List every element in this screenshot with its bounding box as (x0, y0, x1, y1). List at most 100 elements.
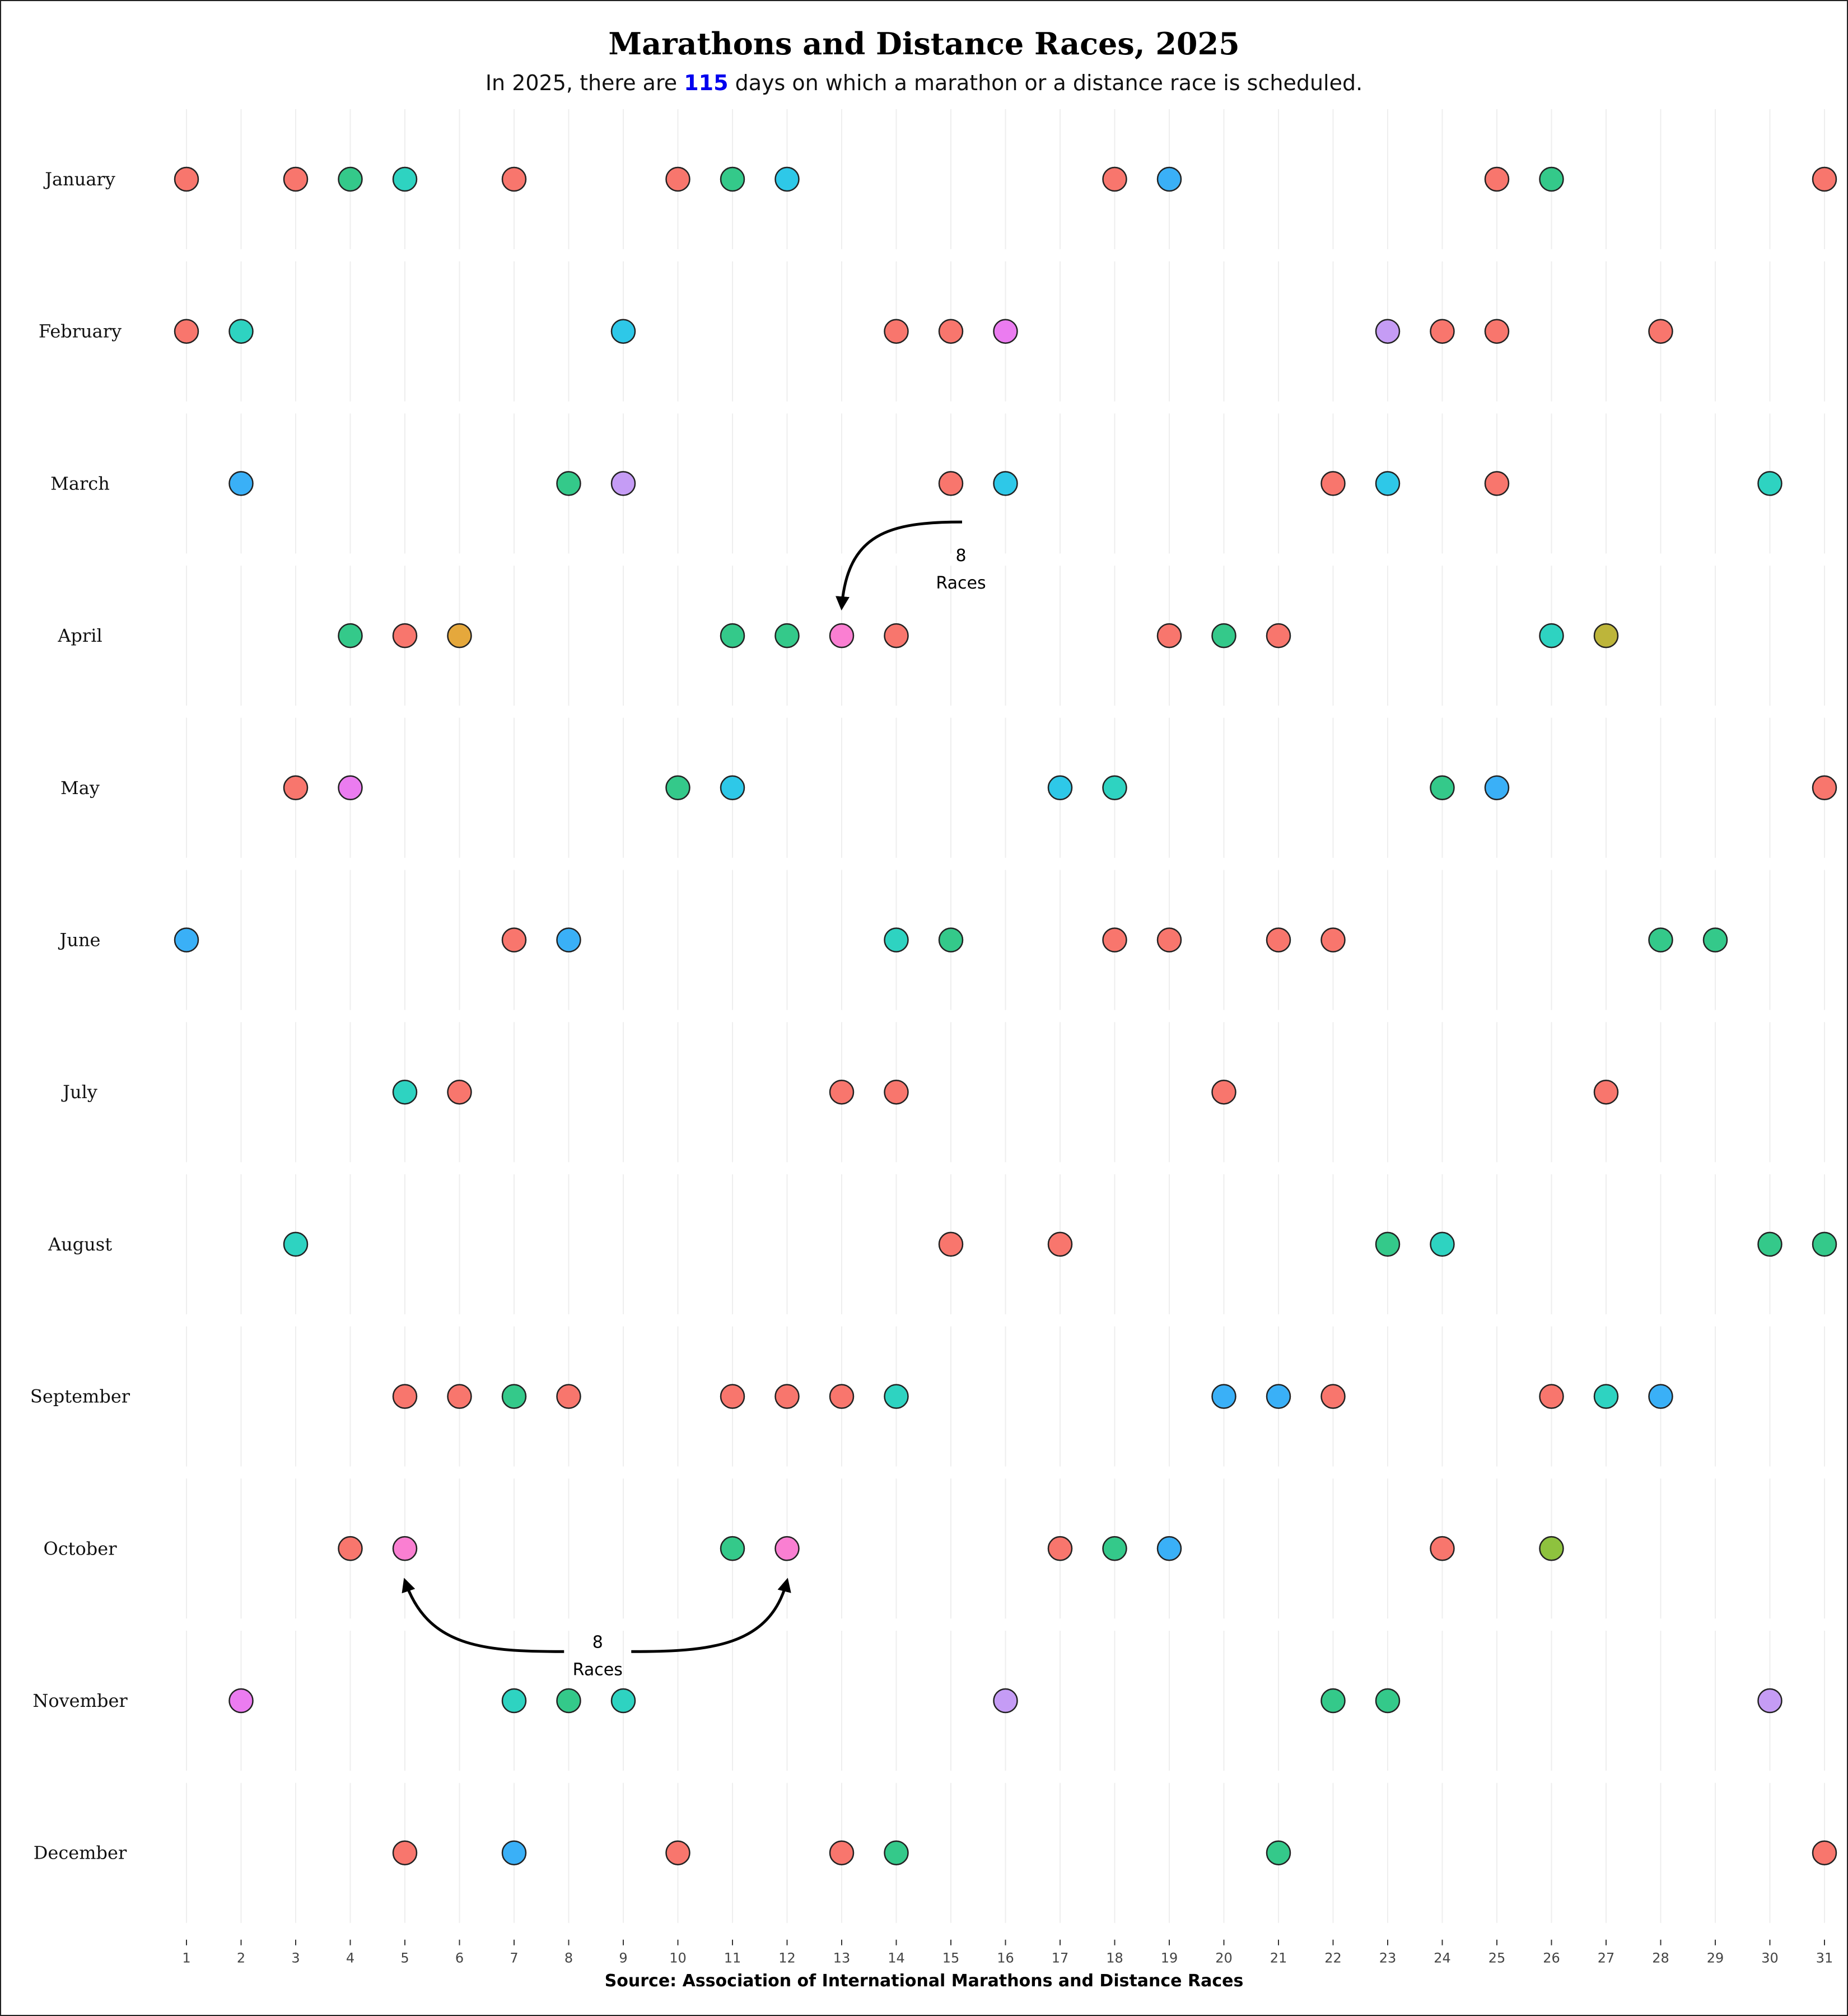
race-dot (1540, 624, 1564, 647)
race-dot (885, 1385, 908, 1408)
race-dot (612, 1689, 635, 1712)
race-dot (721, 1537, 744, 1560)
x-tick-label: 30 (1761, 1950, 1779, 1966)
x-tick-label: 28 (1652, 1950, 1669, 1966)
x-tick-label: 31 (1816, 1950, 1833, 1966)
race-dot (1322, 1385, 1345, 1408)
x-tick-label: 27 (1598, 1950, 1615, 1966)
x-tick-label: 10 (669, 1950, 687, 1966)
month-label: December (34, 1842, 127, 1864)
annotation-number: 8 (592, 1632, 603, 1652)
race-dot (666, 1841, 690, 1865)
race-dot (776, 624, 799, 647)
x-tick-label: 14 (888, 1950, 905, 1966)
race-dot (1212, 1385, 1236, 1408)
race-dot (175, 167, 198, 191)
race-dot (1431, 320, 1454, 343)
race-dot (1594, 624, 1618, 647)
race-dot (776, 1537, 799, 1560)
race-dot (393, 1080, 417, 1104)
race-dot (448, 1385, 472, 1408)
race-dot (1813, 1233, 1836, 1256)
x-tick-label: 24 (1434, 1950, 1451, 1966)
race-dot (557, 928, 581, 952)
race-dot (502, 167, 526, 191)
x-tick-label: 25 (1488, 1950, 1506, 1966)
race-dot (1649, 928, 1673, 952)
race-dot (1376, 1689, 1399, 1712)
race-dot (1103, 1537, 1127, 1560)
race-dot (1649, 320, 1673, 343)
race-dot (885, 928, 908, 952)
race-dot (1813, 167, 1836, 191)
race-dot (1158, 1537, 1181, 1560)
race-dot (885, 624, 908, 647)
x-tick-label: 4 (346, 1950, 354, 1966)
race-dot (230, 320, 253, 343)
month-label: September (30, 1386, 130, 1407)
race-dot (502, 1841, 526, 1865)
race-dot (1431, 1537, 1454, 1560)
x-tick-label: 26 (1543, 1950, 1560, 1966)
x-axis: 1 2 3 4 5 6 7 8 9 10 11 12 13 14 15 16 17 18 19 20 21 22 23 24 2… (182, 1940, 1833, 1966)
race-dot (1431, 1233, 1454, 1256)
race-dot (1376, 320, 1399, 343)
race-dot (1540, 167, 1564, 191)
race-dot (1540, 1385, 1564, 1408)
annotation-label: Races (573, 1660, 623, 1679)
race-dot (393, 624, 417, 647)
race-dot (284, 1233, 307, 1256)
month-label: May (60, 777, 100, 799)
x-tick-label: 22 (1324, 1950, 1342, 1966)
race-dot (393, 1841, 417, 1865)
race-dot (1704, 928, 1727, 952)
race-dot (1048, 776, 1072, 800)
x-tick-label: 11 (724, 1950, 741, 1966)
race-dot (1103, 928, 1127, 952)
race-dot (1485, 167, 1509, 191)
race-dot (1485, 320, 1509, 343)
race-dot (339, 624, 362, 647)
race-dot (939, 472, 963, 495)
race-dot (1649, 1385, 1673, 1408)
race-dot (393, 167, 417, 191)
race-dot (1322, 472, 1345, 495)
annotation-arrow (405, 1580, 564, 1651)
x-tick-label: 21 (1270, 1950, 1287, 1966)
x-tick-label: 1 (182, 1950, 190, 1966)
race-dot (1376, 472, 1399, 495)
month-label: June (58, 930, 101, 951)
race-dot (1322, 928, 1345, 952)
race-dot (557, 472, 581, 495)
race-dot (339, 167, 362, 191)
race-dot (1594, 1080, 1618, 1104)
month-label: January (43, 169, 115, 190)
race-dot (776, 1385, 799, 1408)
race-dot (557, 1385, 581, 1408)
race-dot (830, 1385, 853, 1408)
race-dot (939, 320, 963, 343)
race-dot (1212, 624, 1236, 647)
race-dot (666, 167, 690, 191)
race-dot (502, 928, 526, 952)
race-dot (502, 1689, 526, 1712)
race-dot (284, 167, 307, 191)
race-dot (1158, 624, 1181, 647)
x-tick-label: 13 (833, 1950, 851, 1966)
race-dot (393, 1385, 417, 1408)
race-dot (557, 1689, 581, 1712)
race-dot (1594, 1385, 1618, 1408)
race-dot (830, 624, 853, 647)
race-dot (339, 1537, 362, 1560)
race-dot (994, 320, 1018, 343)
race-dot (721, 776, 744, 800)
race-dot (1048, 1233, 1072, 1256)
race-dot (830, 1080, 853, 1104)
race-dot (939, 1233, 963, 1256)
race-dot (1485, 472, 1509, 495)
race-dot (612, 472, 635, 495)
race-dot (721, 1385, 744, 1408)
race-dot (830, 1841, 853, 1865)
race-dot (1212, 1080, 1236, 1104)
